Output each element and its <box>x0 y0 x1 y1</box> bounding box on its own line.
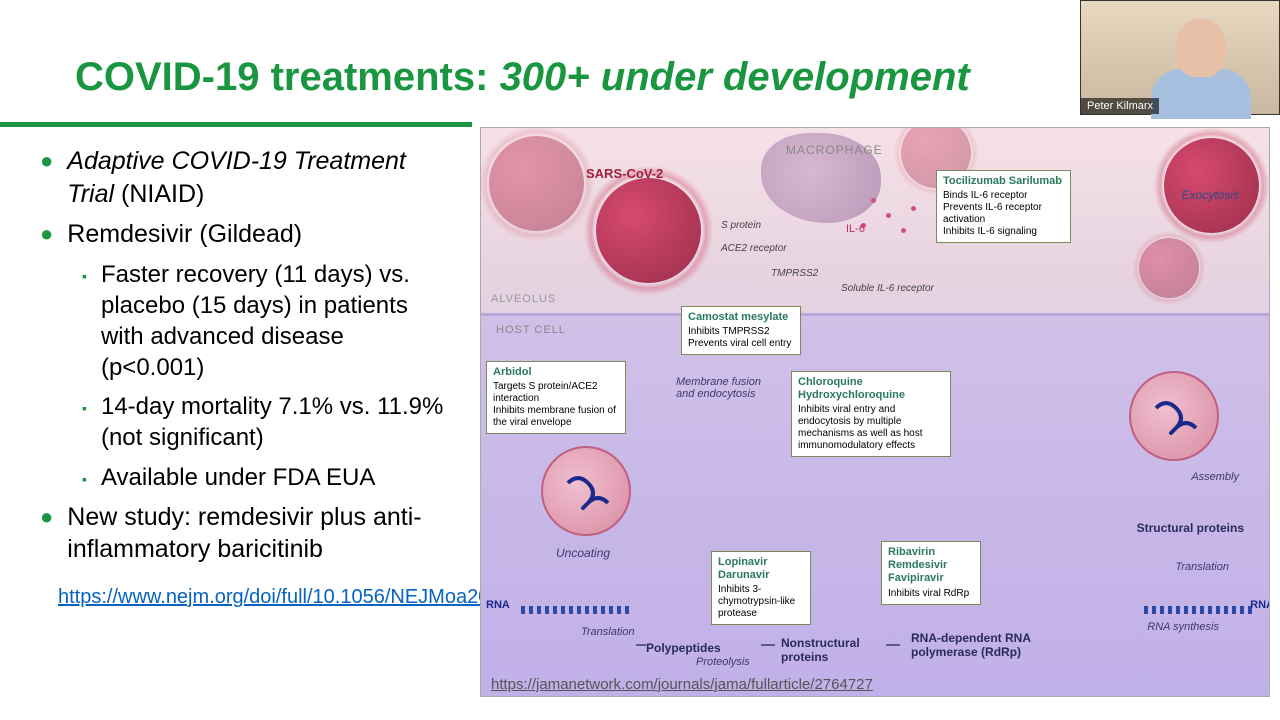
ribavirin-box: Ribavirin Remdesivir Favipiravir Inhibit… <box>881 541 981 605</box>
box-body: Binds IL-6 receptor Prevents IL-6 recept… <box>943 190 1064 238</box>
box-body: Inhibits viral entry and endocytosis by … <box>798 404 944 452</box>
virus-particle <box>1164 138 1259 233</box>
slide: COVID-19 treatments: 300+ under developm… <box>0 0 1280 720</box>
exocytosis-label: Exocytosis <box>1182 188 1239 202</box>
arrow-icon <box>636 644 646 646</box>
box-title: Tocilizumab Sarilumab <box>943 175 1064 188</box>
title-main: COVID-19 treatments: <box>75 55 500 99</box>
nejm-link[interactable]: https://www.nejm.org/doi/full/10.1056/NE… <box>58 584 452 610</box>
bullet-item: ● Remdesivir (Gildead) <box>40 218 452 251</box>
bullet-dot-icon: ● <box>40 503 53 566</box>
virus-bg <box>1139 238 1199 298</box>
mechanism-diagram: MACROPHAGE SARS-CoV-2 ALVEOLUS IL-6 S pr… <box>480 127 1270 697</box>
right-column: MACROPHAGE SARS-CoV-2 ALVEOLUS IL-6 S pr… <box>472 127 1280 720</box>
arbidol-box: Arbidol Targets S protein/ACE2 interacti… <box>486 361 626 434</box>
title-sub: 300+ under development <box>500 55 970 99</box>
bullet-text: Adaptive COVID-19 Treatment Trial (NIAID… <box>67 145 452 210</box>
chloroquine-box: Chloroquine Hydroxychloroquine Inhibits … <box>791 371 951 457</box>
bullet-list: ●Adaptive COVID-19 Treatment Trial (NIAI… <box>40 145 452 566</box>
il6-label: IL-6 <box>846 223 865 235</box>
bullet-item: ●New study: remdesivir plus anti-inflamm… <box>40 501 452 566</box>
sub-bullet-item: ▪ 14-day mortality 7.1% vs. 11.9% (not si… <box>82 391 452 453</box>
bullet-text: 14-day mortality 7.1% vs. 11.9% (not sig… <box>101 391 452 453</box>
rdrp-label: RNA-dependent RNA polymerase (RdRp) <box>911 631 1031 659</box>
box-title: Lopinavir Darunavir <box>718 556 804 582</box>
bullet-square-icon: ▪ <box>82 267 87 384</box>
proteolysis-label: Proteolysis <box>696 656 750 668</box>
arrow-icon <box>886 644 900 646</box>
membrane-fusion-label: Membrane fusion and endocytosis <box>676 376 776 400</box>
bullet-text: Available under FDA EUA <box>101 462 375 493</box>
left-column: ●Adaptive COVID-19 Treatment Trial (NIAI… <box>0 127 472 720</box>
jama-link[interactable]: https://jamanetwork.com/journals/jama/fu… <box>491 676 873 693</box>
host-cell: HOST CELL Camostat mesylate Inhibits TMP… <box>481 313 1269 696</box>
box-body: Inhibits 3-chymotrypsin-like protease <box>718 584 804 620</box>
nonstructural-label: Nonstructural proteins <box>781 636 871 664</box>
box-body: Inhibits TMPRSS2 Prevents viral cell ent… <box>688 326 794 350</box>
box-body: Targets S protein/ACE2 interaction Inhib… <box>493 381 619 429</box>
tocilizumab-box: Tocilizumab Sarilumab Binds IL-6 recepto… <box>936 170 1071 243</box>
alveolus-label: ALVEOLUS <box>491 293 556 305</box>
sub-bullet-item: ▪ Available under FDA EUA <box>82 462 452 493</box>
assembly-virus <box>1129 371 1219 461</box>
slide-title: COVID-19 treatments: 300+ under developm… <box>75 55 1240 100</box>
bullet-text: New study: remdesivir plus anti-inflamma… <box>67 501 452 566</box>
sub-bullet-item: ▪Faster recovery (11 days) vs. placebo (… <box>82 259 452 384</box>
bullet-dot-icon: ● <box>40 220 53 251</box>
bullet-square-icon: ▪ <box>82 470 87 493</box>
lopinavir-box: Lopinavir Darunavir Inhibits 3-chymotryp… <box>711 551 811 625</box>
person-head <box>1176 19 1226 77</box>
box-title: Chloroquine Hydroxychloroquine <box>798 376 944 402</box>
box-title: Ribavirin Remdesivir Favipiravir <box>888 546 974 586</box>
bullet-square-icon: ▪ <box>82 399 87 453</box>
tmprss2-label: TMPRSS2 <box>771 268 818 279</box>
uncoating-label: Uncoating <box>556 546 610 560</box>
assembly-label: Assembly <box>1191 471 1239 483</box>
sars-label: SARS-CoV-2 <box>586 166 663 181</box>
content-row: ●Adaptive COVID-19 Treatment Trial (NIAI… <box>0 127 1280 720</box>
endosome-virus <box>541 446 631 536</box>
il6-dot <box>886 213 891 218</box>
il6-dot <box>901 228 906 233</box>
il6-dot <box>871 198 876 203</box>
webcam-overlay: Peter Kilmarx <box>1080 0 1280 115</box>
macrophage-label: MACROPHAGE <box>786 143 883 157</box>
ace2-label: ACE2 receptor <box>721 243 787 254</box>
rna-label: RNA <box>486 599 510 611</box>
polypeptides-label: Polypeptides <box>646 641 721 655</box>
box-title: Camostat mesylate <box>688 311 794 324</box>
box-body: Inhibits viral RdRp <box>888 588 974 600</box>
structural-label: Structural proteins <box>1137 521 1244 535</box>
bullet-item: ●Adaptive COVID-19 Treatment Trial (NIAI… <box>40 145 452 210</box>
bullet-text: Faster recovery (11 days) vs. placebo (1… <box>101 259 452 384</box>
soluble-il6-label: Soluble IL-6 receptor <box>841 283 934 294</box>
webcam-name-label: Peter Kilmarx <box>1081 98 1159 114</box>
s-protein-label: S protein <box>721 220 761 231</box>
box-title: Arbidol <box>493 366 619 379</box>
rna-coil-icon <box>1131 373 1221 463</box>
rna-label-2: RNA <box>1250 599 1270 611</box>
bullet-dot-icon: ● <box>40 147 53 210</box>
rna-coil-icon <box>543 448 633 538</box>
virus-bg <box>489 136 584 231</box>
arrow-icon <box>761 644 775 646</box>
camostat-box: Camostat mesylate Inhibits TMPRSS2 Preve… <box>681 306 801 355</box>
translation-label: Translation <box>581 626 635 638</box>
hostcell-label: HOST CELL <box>496 324 566 336</box>
rna-strand <box>1144 606 1254 614</box>
translation2-label: Translation <box>1175 561 1229 573</box>
sars-cov-2-virus <box>596 178 701 283</box>
il6-dot <box>911 206 916 211</box>
bullet-text: Remdesivir (Gildead) <box>67 218 302 251</box>
rna-strand <box>521 606 631 614</box>
rna-synthesis-label: RNA synthesis <box>1147 621 1219 633</box>
